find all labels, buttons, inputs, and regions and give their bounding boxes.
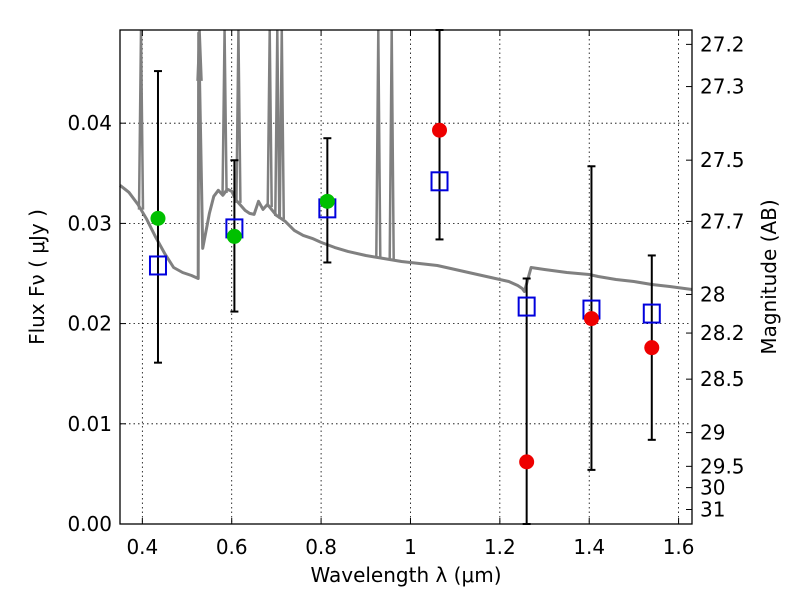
y-tick-label: 0.00 <box>67 512 112 536</box>
flux-point <box>583 311 599 327</box>
emission-spike <box>266 29 273 208</box>
y2-tick-label: 28 <box>700 282 725 306</box>
y2-tick-label: 30 <box>700 476 725 500</box>
y-axis-label: Flux Fν ( μJy ) <box>25 209 49 345</box>
y-tick-label: 0.03 <box>67 211 112 235</box>
error-bars <box>153 29 656 525</box>
y-tick-label: 0.01 <box>67 412 112 436</box>
x-tick-label: 1.2 <box>484 535 516 559</box>
emission-spike <box>221 29 228 193</box>
x-tick-label: 0.6 <box>216 535 248 559</box>
y2-tick-label: 29.5 <box>700 454 745 478</box>
y-axis-ticks: 0.00 0.01 0.02 0.03 0.04 <box>67 111 126 536</box>
emission-spikes <box>137 29 395 260</box>
emission-spike <box>137 29 145 210</box>
y2-tick-label: 28.2 <box>700 321 745 345</box>
model-square <box>517 296 536 317</box>
emission-spike <box>388 29 395 260</box>
x-tick-label: 1 <box>404 535 417 559</box>
y2-tick-label: 27.2 <box>700 32 745 56</box>
emission-spike <box>375 29 382 258</box>
emission-spike <box>278 29 286 219</box>
flux-point <box>319 193 335 209</box>
y2-tick-label: 31 <box>700 498 725 522</box>
x-tick-label: 0.8 <box>305 535 337 559</box>
sed-model-line <box>119 31 693 293</box>
y2-tick-label: 28.5 <box>700 367 745 391</box>
x-tick-label: 0.4 <box>126 535 158 559</box>
sed-layer <box>119 31 693 293</box>
y2-tick-label: 27.3 <box>700 75 745 99</box>
model-square <box>148 255 167 276</box>
y2-tick-label: 27.7 <box>700 209 745 233</box>
y-tick-label: 0.04 <box>67 111 112 135</box>
markers <box>148 122 661 470</box>
flux-point <box>644 340 660 356</box>
x-tick-label: 1.4 <box>573 535 605 559</box>
emission-spike <box>274 29 281 216</box>
flux-point <box>519 454 535 470</box>
y2-tick-label: 27.5 <box>700 148 745 172</box>
model-square <box>642 303 661 324</box>
plot-frame <box>119 29 693 525</box>
emission-spike <box>235 29 242 203</box>
model-square <box>430 171 449 192</box>
flux-point <box>432 122 448 138</box>
flux-point <box>150 210 166 226</box>
y2-tick-label: 29 <box>700 421 725 445</box>
x-tick-label: 1.6 <box>663 535 695 559</box>
y-tick-label: 0.02 <box>67 312 112 336</box>
x-axis-label: Wavelength λ (μm) <box>310 563 501 587</box>
y2-axis-label: Magnitude (AB) <box>757 199 781 354</box>
x-axis-ticks: 0.4 0.6 0.8 1 1.2 1.4 1.6 <box>126 30 695 559</box>
flux-point <box>226 228 242 244</box>
